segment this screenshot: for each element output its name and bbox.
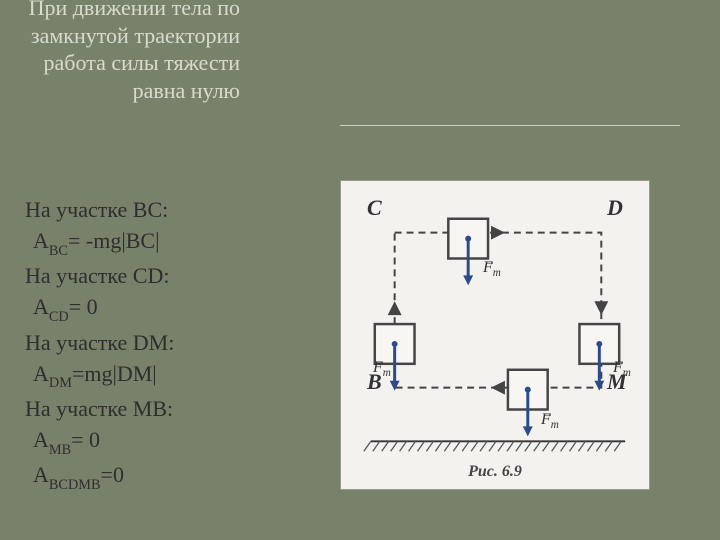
text-line: На участке BC: xyxy=(25,195,285,224)
title-word: равна xyxy=(133,78,186,103)
formula-line: ABCDMB=0 xyxy=(25,460,285,493)
force-label: →Fт xyxy=(483,259,501,279)
title-word: по xyxy=(217,0,240,20)
formula-line: ADM=mg|DM| xyxy=(25,359,285,392)
text-line: На участке DM: xyxy=(25,328,285,357)
figure-caption: Рис. 6.9 xyxy=(341,463,649,481)
title-word: траектории xyxy=(134,23,240,48)
title-word: тяжести xyxy=(164,50,240,75)
figure-6-9: Рис. 6.9 CDBM→Fт→Fт→Fт→Fт xyxy=(340,180,650,490)
body-block: На участке BC:ABC= -mg|BC|На участке CD:… xyxy=(25,195,285,495)
force-label: →Fт xyxy=(613,359,631,379)
title-word: тела xyxy=(172,0,212,20)
title-word: При xyxy=(29,0,68,20)
title-word: работа xyxy=(44,50,106,75)
force-label: →Fт xyxy=(373,359,391,379)
formula-line: ACD= 0 xyxy=(25,292,285,325)
title-word: нулю xyxy=(191,78,240,103)
title-word: движении xyxy=(73,0,166,20)
title-word: замкнутой xyxy=(31,23,129,48)
text-line: На участке CD: xyxy=(25,261,285,290)
force-label: →Fт xyxy=(541,411,559,431)
text-line: На участке MB: xyxy=(25,394,285,423)
figure-svg xyxy=(341,181,649,489)
divider-line xyxy=(340,125,680,126)
corner-label-C: C xyxy=(367,195,382,221)
title-word: силы xyxy=(111,50,158,75)
formula-line: ABC= -mg|BC| xyxy=(25,226,285,259)
title-block: При движении тела по замкнутой траектори… xyxy=(10,0,240,104)
corner-label-D: D xyxy=(607,195,623,221)
formula-line: AMB= 0 xyxy=(25,425,285,458)
